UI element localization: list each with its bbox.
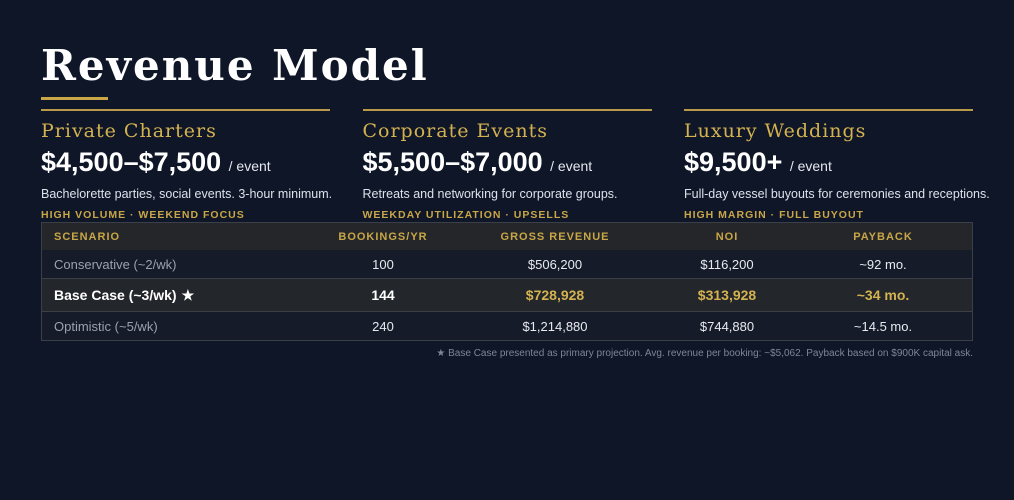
cell-scenario: Optimistic (~5/wk) xyxy=(54,318,158,334)
header-gross-revenue: GROSS REVENUE xyxy=(500,230,610,243)
scenario-label: Base Case (~3/wk) xyxy=(54,286,177,303)
cell-scenario: Conservative (~2/wk) xyxy=(54,256,177,272)
cell-noi: $313,928 xyxy=(697,287,757,303)
card-price: $5,500–$7,000 xyxy=(362,147,543,177)
table-row: Conservative (~2/wk) 100 $506,200 $116,2… xyxy=(42,250,972,278)
card-price-row: $9,500+ / event xyxy=(684,146,973,183)
card-luxury-weddings: Luxury Weddings $9,500+ / event Full-day… xyxy=(684,109,990,222)
card-title: Corporate Events xyxy=(362,120,548,142)
card-price-row: $4,500–$7,500 / event xyxy=(41,146,330,183)
header-noi: NOI xyxy=(715,230,739,243)
card-price: $9,500+ xyxy=(684,147,783,177)
cell-gross-revenue: $728,928 xyxy=(525,287,585,303)
cell-bookings: 240 xyxy=(372,318,394,334)
cell-gross-revenue: $1,214,880 xyxy=(522,318,588,334)
cell-bookings: 144 xyxy=(371,287,395,303)
card-title: Private Charters xyxy=(41,120,217,142)
card-price: $4,500–$7,500 xyxy=(41,147,222,177)
cell-noi: $116,200 xyxy=(700,256,754,272)
table-row: Optimistic (~5/wk) 240 $1,214,880 $744,8… xyxy=(42,312,972,340)
cell-scenario: Base Case (~3/wk) ★ xyxy=(42,287,297,304)
card-private-charters: Private Charters $4,500–$7,500 / event B… xyxy=(41,109,333,222)
cell-payback: ~14.5 mo. xyxy=(853,318,913,334)
cell-bookings: 100 xyxy=(372,256,394,272)
card-unit: / event xyxy=(789,158,832,174)
table-header-row: SCENARIO BOOKINGS/YR GROSS REVENUE NOI P… xyxy=(42,223,972,250)
card-unit: / event xyxy=(228,158,271,174)
card-corporate-events: Corporate Events $5,500–$7,000 / event R… xyxy=(362,109,652,222)
cell-noi: $744,880 xyxy=(699,318,755,334)
header-scenario: SCENARIO xyxy=(54,230,121,243)
card-tags: HIGH VOLUME · WEEKEND FOCUS xyxy=(41,209,245,221)
scenario-table: SCENARIO BOOKINGS/YR GROSS REVENUE NOI P… xyxy=(41,222,973,341)
page-title: Revenue Model xyxy=(41,41,429,90)
star-icon: ★ xyxy=(181,286,195,303)
card-description: Retreats and networking for corporate gr… xyxy=(362,187,618,201)
card-unit: / event xyxy=(550,158,593,174)
card-tags: HIGH MARGIN · FULL BUYOUT xyxy=(684,209,864,221)
card-description: Bachelorette parties, social events. 3-h… xyxy=(41,187,333,201)
table-row-highlighted: Base Case (~3/wk) ★ 144 $728,928 $313,928… xyxy=(42,278,972,312)
cell-gross-revenue: $506,200 xyxy=(527,256,583,272)
card-title: Luxury Weddings xyxy=(684,120,867,142)
title-underline xyxy=(41,97,108,100)
footnote: ★ Base Case presented as primary project… xyxy=(436,348,973,359)
pricing-cards: Private Charters $4,500–$7,500 / event B… xyxy=(41,109,990,222)
header-bookings: BOOKINGS/YR xyxy=(338,230,428,243)
card-description: Full-day vessel buyouts for ceremonies a… xyxy=(684,187,990,201)
card-price-row: $5,500–$7,000 / event xyxy=(363,146,652,183)
cell-payback: ~92 mo. xyxy=(859,256,907,272)
header-payback: PAYBACK xyxy=(853,230,913,243)
card-tags: WEEKDAY UTILIZATION · UPSELLS xyxy=(362,209,570,221)
cell-payback: ~34 mo. xyxy=(856,287,910,303)
